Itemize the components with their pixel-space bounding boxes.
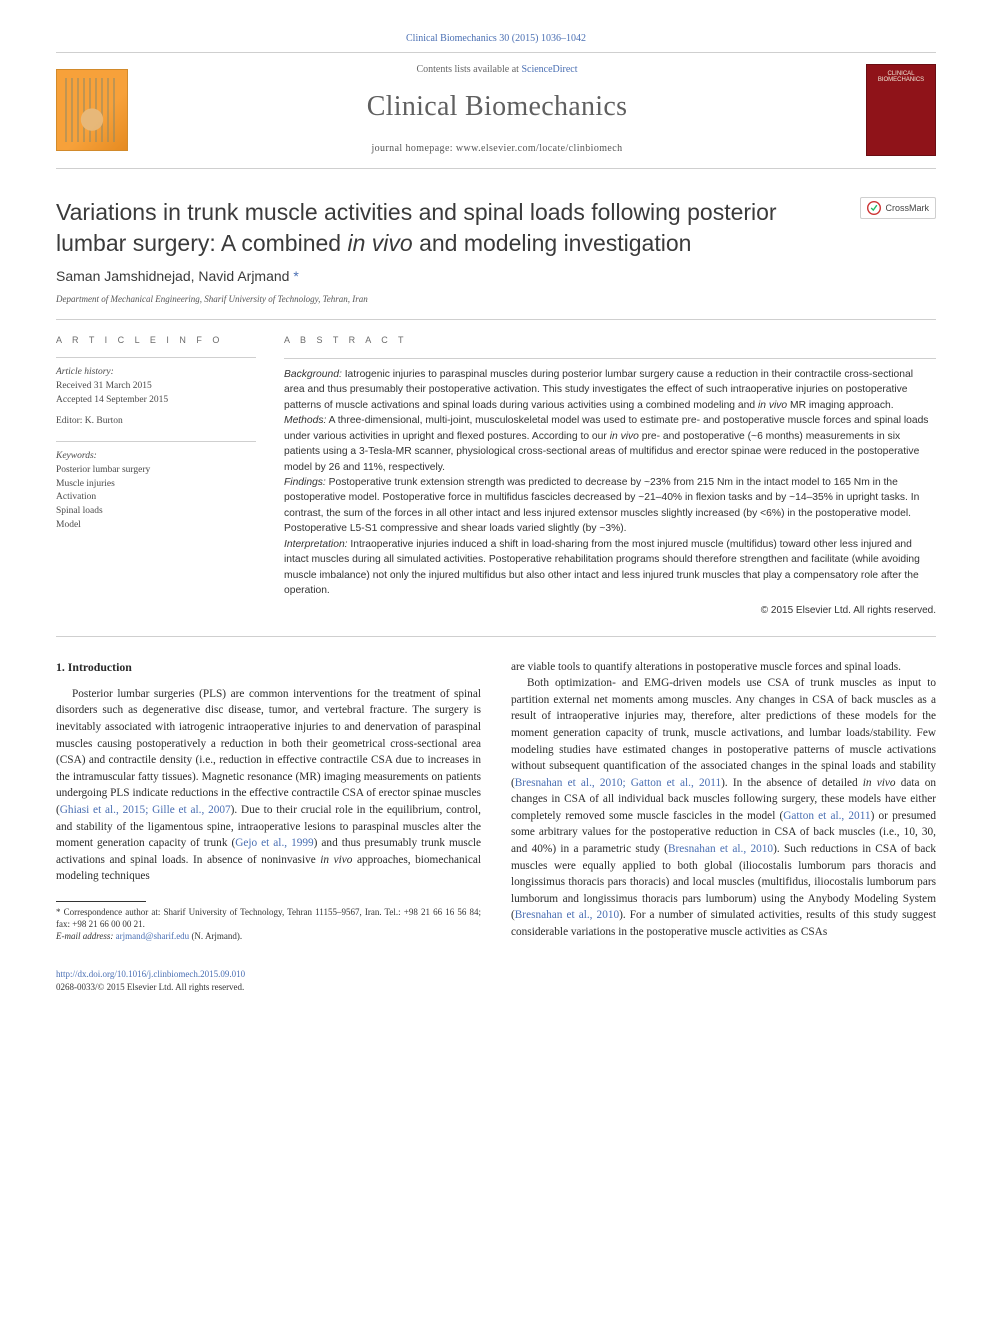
background-label: Background: [284, 369, 342, 380]
contents-line: Contents lists available at ScienceDirec… [146, 63, 848, 77]
crossmark-label: CrossMark [885, 202, 929, 215]
contents-prefix: Contents lists available at [416, 64, 521, 75]
divider-abs [284, 358, 936, 359]
column-left: 1. Introduction Posterior lumbar surgeri… [56, 659, 481, 943]
homepage-url[interactable]: www.elsevier.com/locate/clinbiomech [456, 143, 623, 154]
header-center: Contents lists available at ScienceDirec… [146, 63, 848, 156]
top-citation: Clinical Biomechanics 30 (2015) 1036–104… [56, 32, 936, 46]
citation-link[interactable]: Ghiasi et al., 2015; Gille et al., 2007 [60, 804, 231, 816]
journal-header: Contents lists available at ScienceDirec… [56, 52, 936, 169]
keyword: Spinal loads [56, 505, 256, 519]
affiliation: Department of Mechanical Engineering, Sh… [56, 293, 936, 306]
intro-col2-c: ). In the absence of detailed [721, 777, 863, 789]
homepage-label: journal homepage: [371, 143, 455, 154]
intro-text-a: Posterior lumbar surgeries (PLS) are com… [56, 688, 481, 816]
history-label: Article history: [56, 366, 256, 380]
methods-label: Methods: [284, 415, 326, 426]
email-link[interactable]: arjmand@sharif.edu [116, 931, 190, 941]
authors: Saman Jamshidnejad, Navid Arjmand * [56, 267, 936, 287]
keyword: Model [56, 519, 256, 533]
interpretation-text: Intraoperative injuries induced a shift … [284, 539, 920, 596]
background-tail: MR imaging approach. [787, 400, 893, 411]
journal-name: Clinical Biomechanics [146, 87, 848, 126]
intro-invivo: in vivo [320, 854, 352, 866]
received-date: Received 31 March 2015 [56, 380, 256, 394]
doi-link[interactable]: http://dx.doi.org/10.1016/j.clinbiomech.… [56, 969, 245, 979]
article-info: A R T I C L E I N F O Article history: R… [56, 334, 256, 617]
corresponding-asterisk: * [293, 268, 298, 284]
author-names: Saman Jamshidnejad, Navid Arjmand [56, 268, 293, 284]
page-footer: http://dx.doi.org/10.1016/j.clinbiomech.… [56, 968, 936, 993]
divider-bottom [56, 636, 936, 637]
background-invivo: in vivo [758, 400, 787, 411]
intro-col2-a: are viable tools to quantify alterations… [511, 659, 936, 676]
citation-link[interactable]: Gejo et al., 1999 [235, 837, 313, 849]
issn-line: 0268-0033/© 2015 Elsevier Ltd. All right… [56, 982, 244, 992]
interpretation-label: Interpretation: [284, 539, 348, 550]
keyword: Activation [56, 491, 256, 505]
abstract: A B S T R A C T Background: Iatrogenic i… [284, 334, 936, 617]
crossmark-icon [867, 201, 881, 215]
journal-cover-thumb: CLINICAL BIOMECHANICS [866, 64, 936, 156]
column-right: are viable tools to quantify alterations… [511, 659, 936, 943]
citation-link[interactable]: Bresnahan et al., 2010 [515, 909, 619, 921]
editor: Editor: K. Burton [56, 415, 256, 429]
keyword: Muscle injuries [56, 478, 256, 492]
paper-title: Variations in trunk muscle activities an… [56, 197, 844, 259]
methods-invivo: in vivo [610, 431, 639, 442]
footnote-rule [56, 901, 146, 902]
intro-head: 1. Introduction [56, 659, 481, 676]
sciencedirect-link[interactable]: ScienceDirect [521, 64, 577, 75]
keyword: Posterior lumbar surgery [56, 464, 256, 478]
intro-col2-invivo: in vivo [863, 777, 896, 789]
title-italic: in vivo [347, 230, 412, 256]
crossmark-badge[interactable]: CrossMark [860, 197, 936, 219]
email-tail: (N. Arjmand). [189, 931, 242, 941]
citation-link[interactable]: Bresnahan et al., 2010; Gatton et al., 2… [515, 777, 721, 789]
journal-homepage: journal homepage: www.elsevier.com/locat… [146, 142, 848, 156]
citation-link[interactable]: Bresnahan et al., 2010 [668, 843, 773, 855]
citation-link[interactable]: Gatton et al., 2011 [783, 810, 870, 822]
email-label: E-mail address: [56, 931, 116, 941]
elsevier-logo [56, 69, 128, 151]
findings-label: Findings: [284, 477, 326, 488]
abstract-copyright: © 2015 Elsevier Ltd. All rights reserved… [284, 603, 936, 618]
accepted-date: Accepted 14 September 2015 [56, 394, 256, 408]
intro-col2-b: Both optimization- and EMG-driven models… [511, 677, 936, 789]
correspondence-footnote: * Correspondence author at: Sharif Unive… [56, 906, 481, 942]
body-columns: 1. Introduction Posterior lumbar surgeri… [56, 659, 936, 943]
keywords-label: Keywords: [56, 450, 256, 464]
abstract-head: A B S T R A C T [284, 334, 936, 348]
article-info-head: A R T I C L E I N F O [56, 334, 256, 347]
footnote-corr: * Correspondence author at: Sharif Unive… [56, 906, 481, 930]
cover-text: CLINICAL BIOMECHANICS [867, 71, 935, 84]
findings-text: Postoperative trunk extension strength w… [284, 477, 919, 534]
title-part-3: and modeling investigation [413, 230, 692, 256]
